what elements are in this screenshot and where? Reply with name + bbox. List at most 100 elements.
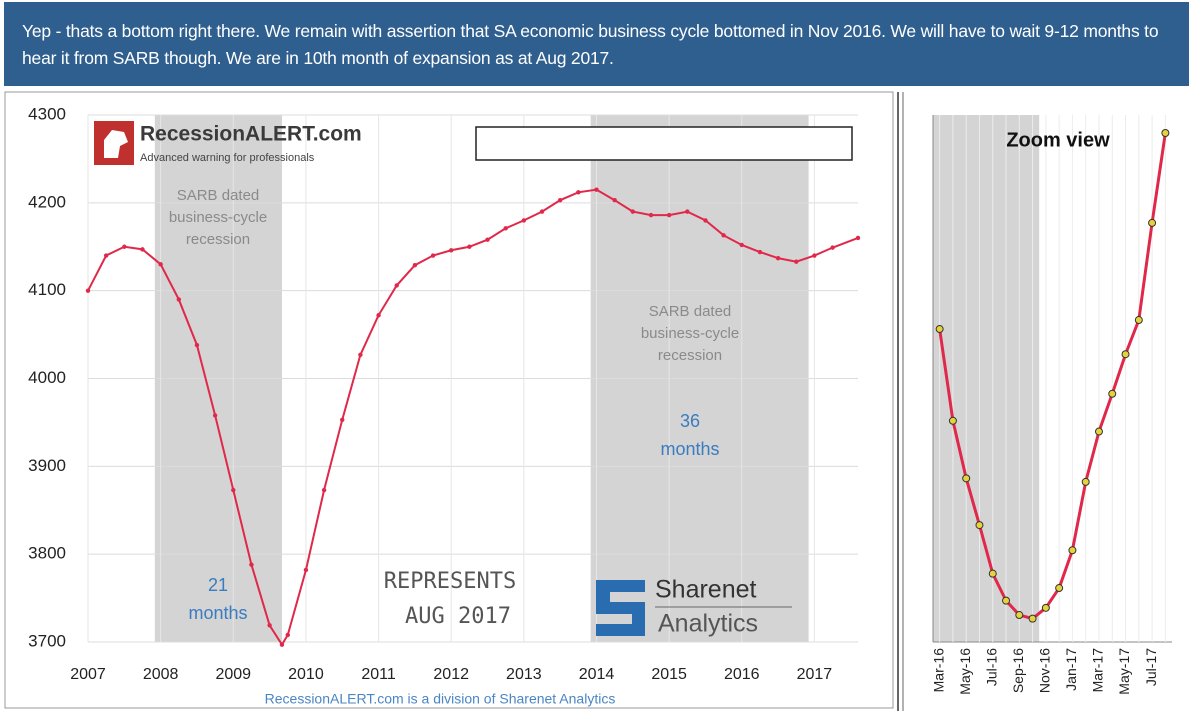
data-point xyxy=(1055,584,1064,593)
watermark: REPRESENTS xyxy=(384,569,516,594)
y-tick-label: 3800 xyxy=(28,544,66,563)
data-point xyxy=(935,325,944,334)
brand-icon xyxy=(596,580,645,636)
x-tick-label: 2011 xyxy=(361,666,396,683)
data-point xyxy=(103,253,109,258)
data-point xyxy=(1161,128,1170,137)
data-point xyxy=(775,255,781,261)
x-tick-label: May-16 xyxy=(957,648,973,695)
data-point xyxy=(249,562,254,567)
y-tick-label: 4100 xyxy=(28,280,66,299)
recession-duration: months xyxy=(660,439,719,459)
x-tick-label: 2010 xyxy=(288,666,324,683)
data-point xyxy=(739,242,744,248)
zoom-chart: Mar-16 May-16 Jul-16 Sep-16 Nov-16 Jan-17 Mar-… xyxy=(930,115,1172,695)
left-frame xyxy=(4,91,894,709)
data-point xyxy=(1028,614,1037,623)
watermark: AUG 2017 xyxy=(405,604,511,629)
series-line xyxy=(938,132,1167,621)
recession-duration: 21 xyxy=(208,575,228,595)
logo-tagline: Advanced warning for professionals xyxy=(140,152,315,164)
data-point xyxy=(1041,603,1050,612)
x-tick-label: 2012 xyxy=(433,666,469,683)
data-point xyxy=(194,342,200,348)
data-point xyxy=(1094,427,1103,436)
data-point xyxy=(1015,611,1024,620)
header-text: Yep - thats a bottom right there. We rem… xyxy=(22,21,1159,68)
data-point xyxy=(503,226,508,231)
recession-label: SARB dated xyxy=(177,187,260,204)
data-point xyxy=(521,218,527,223)
logo-name: RecessionALERT.com xyxy=(140,123,362,146)
data-point xyxy=(1108,389,1117,398)
data-point xyxy=(648,212,654,218)
data-point xyxy=(1002,596,1011,605)
data-point xyxy=(231,487,236,493)
recession-label: recession xyxy=(186,231,250,248)
data-point xyxy=(812,253,817,258)
data-point xyxy=(376,313,381,318)
y-tick-label: 4300 xyxy=(28,104,66,123)
data-point xyxy=(975,521,984,530)
data-point xyxy=(757,249,763,255)
data-point xyxy=(666,212,672,218)
recession-label: business-cycle xyxy=(169,209,267,226)
recession-label: business-cycle xyxy=(641,325,739,342)
series-line xyxy=(87,188,859,647)
recession-duration: months xyxy=(188,603,247,623)
data-point xyxy=(855,235,861,241)
x-tick-label: May-17 xyxy=(1116,648,1132,695)
x-tick-label: 2009 xyxy=(215,666,251,683)
recession-label: recession xyxy=(658,347,722,364)
data-point xyxy=(1081,477,1090,486)
data-point xyxy=(85,288,91,293)
data-point xyxy=(1134,316,1143,325)
data-point xyxy=(1068,546,1077,555)
data-point xyxy=(988,569,997,578)
footer: RecessionALERT.com is a division of Shar… xyxy=(265,691,616,707)
data-point xyxy=(449,248,454,253)
data-point xyxy=(630,209,636,214)
x-tick-label: Sep-16 xyxy=(1010,648,1026,693)
data-point xyxy=(1148,218,1157,227)
data-point xyxy=(557,197,563,203)
data-point xyxy=(430,253,436,258)
brand-name: Sharenet xyxy=(655,576,757,604)
data-point xyxy=(830,245,835,250)
data-point xyxy=(721,233,726,238)
data-point xyxy=(703,218,708,223)
data-point xyxy=(685,209,690,214)
x-tick-label: 2013 xyxy=(506,666,542,683)
data-point xyxy=(285,632,290,638)
left-chart: 3700 3800 3900 4000 4100 4200 4300 2007 2008 2009… xyxy=(28,104,861,683)
data-point xyxy=(576,190,581,195)
data-point xyxy=(340,417,345,422)
header-banner: Yep - thats a bottom right there. We rem… xyxy=(4,2,1189,86)
data-point xyxy=(962,474,971,483)
x-tick-label: 2008 xyxy=(143,666,179,683)
x-tick-label: Nov-16 xyxy=(1037,648,1053,693)
recession-label: SARB dated xyxy=(649,303,732,320)
data-point xyxy=(612,197,617,203)
x-tick-label: 2014 xyxy=(579,666,615,683)
data-point xyxy=(794,259,799,264)
x-tick-label: Mar-16 xyxy=(930,648,946,693)
data-point xyxy=(158,262,163,267)
y-tick-label: 3700 xyxy=(28,631,66,650)
data-point xyxy=(412,262,418,268)
brand-name: Analytics xyxy=(658,610,758,638)
data-point xyxy=(394,283,399,288)
chart-title: Zoom view xyxy=(1006,129,1110,151)
data-point xyxy=(485,237,490,242)
data-point xyxy=(948,416,957,425)
title-box xyxy=(475,126,853,161)
x-tick-label: 2015 xyxy=(651,666,687,683)
data-point xyxy=(267,623,272,628)
y-tick-label: 4200 xyxy=(28,192,66,211)
x-tick-label: 2007 xyxy=(70,666,106,683)
x-tick-label: Jan-17 xyxy=(1063,648,1079,691)
logo-knight xyxy=(104,130,128,158)
data-point xyxy=(176,297,182,302)
